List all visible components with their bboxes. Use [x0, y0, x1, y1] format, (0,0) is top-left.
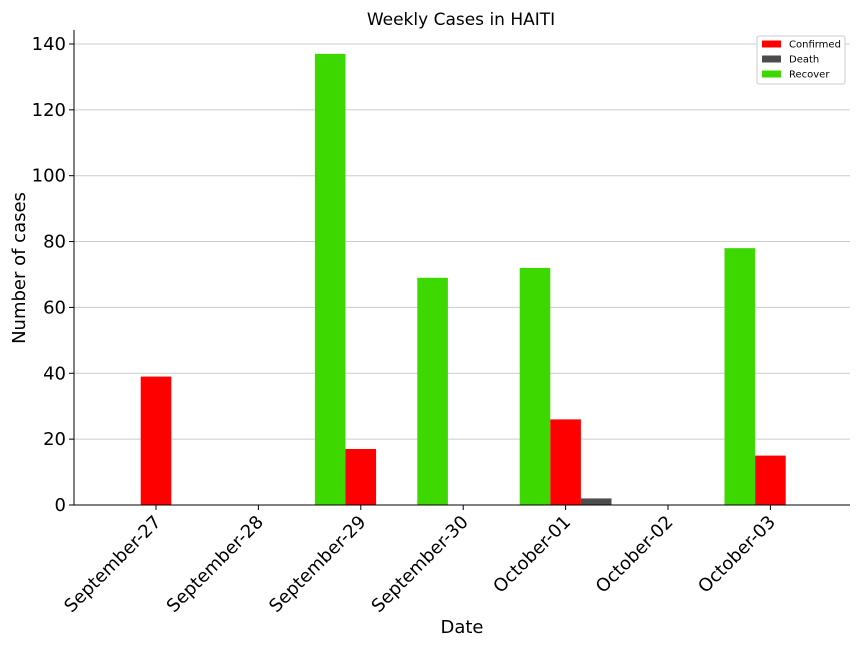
x-ticks: September-27September-28September-29Sept…: [60, 505, 780, 617]
bar-confirmed: [140, 376, 172, 505]
legend-swatch-death: [762, 55, 781, 63]
x-tick-label: September-28: [163, 512, 268, 617]
y-tick-label: 80: [43, 232, 66, 253]
bar-death: [580, 498, 612, 505]
bars: [140, 53, 786, 505]
x-tick-label: September-27: [60, 512, 165, 617]
legend-swatch-confirmed: [762, 40, 781, 48]
axes: [73, 30, 850, 506]
y-tick-label: 40: [43, 363, 66, 384]
bar-recover: [314, 53, 346, 505]
x-tick-label: October-02: [592, 512, 678, 598]
x-tick-label: October-03: [694, 512, 780, 598]
x-tick-label: September-29: [265, 512, 370, 617]
bar-confirmed: [755, 455, 786, 505]
bar-recover: [519, 267, 551, 505]
y-axis-title: Number of cases: [9, 192, 30, 344]
y-tick-label: 0: [55, 495, 66, 516]
legend-label-death: Death: [789, 55, 819, 66]
x-tick-label: October-01: [489, 512, 575, 598]
bar-recover: [724, 248, 756, 505]
bar-confirmed: [550, 419, 581, 505]
legend-label-confirmed: Confirmed: [789, 40, 841, 51]
chart-title: Weekly Cases in HAITI: [367, 10, 555, 30]
y-tick-label: 140: [32, 34, 66, 55]
legend-label-recover: Recover: [789, 70, 830, 81]
y-tick-label: 100: [32, 166, 66, 187]
bar-recover: [417, 277, 448, 505]
x-tick-label: September-30: [368, 512, 473, 617]
legend-swatch-recover: [762, 70, 781, 78]
y-tick-label: 120: [32, 100, 66, 121]
bar-confirmed: [345, 449, 377, 505]
y-tick-label: 20: [43, 429, 66, 450]
grid-lines: [74, 43, 850, 506]
y-ticks: 0 20 40 60 80 100 120 140: [32, 34, 74, 516]
x-axis-title: Date: [440, 617, 483, 638]
legend: Confirmed Death Recover: [756, 35, 846, 85]
y-tick-label: 60: [43, 297, 66, 318]
